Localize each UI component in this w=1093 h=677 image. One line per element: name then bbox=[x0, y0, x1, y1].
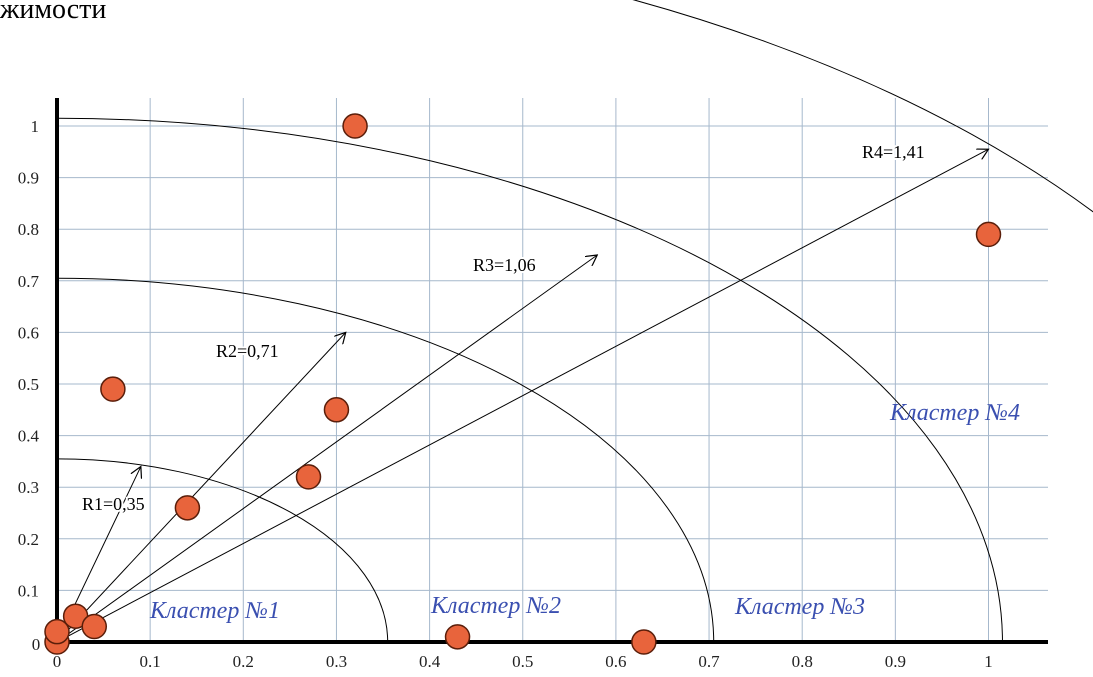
radius-arc-4 bbox=[632, 0, 1093, 213]
data-point-12 bbox=[975, 221, 1002, 248]
radius-arcs bbox=[56, 0, 1093, 642]
radius-label-4: R4=1,41 bbox=[862, 142, 925, 162]
x-tick-label-0: 0 bbox=[53, 652, 62, 671]
radius-arc-3 bbox=[56, 117, 1003, 642]
x-tick-label-2: 0.2 bbox=[233, 652, 254, 671]
y-tick-label-3: 0.3 bbox=[18, 478, 39, 497]
data-points bbox=[44, 113, 1002, 655]
data-point-5 bbox=[100, 376, 126, 402]
data-point-9 bbox=[342, 113, 368, 139]
data-point-4 bbox=[81, 613, 108, 640]
cluster-label-4: Кластер №4 bbox=[889, 400, 1020, 426]
x-tick-label-8: 0.8 bbox=[792, 652, 813, 671]
x-tick-label-10: 1 bbox=[984, 652, 993, 671]
x-tick-label-3: 0.3 bbox=[326, 652, 347, 671]
x-tick-label-9: 0.9 bbox=[885, 652, 906, 671]
x-tick-label-4: 0.4 bbox=[419, 652, 441, 671]
x-tick-label-5: 0.5 bbox=[512, 652, 533, 671]
radius-arrow-3 bbox=[56, 255, 597, 643]
y-tick-label-4: 0.4 bbox=[18, 427, 40, 446]
cluster-label-2: Кластер №2 bbox=[430, 593, 561, 619]
data-point-7 bbox=[295, 464, 322, 490]
data-point-11 bbox=[631, 629, 657, 655]
y-tick-label-7: 0.7 bbox=[18, 272, 40, 291]
y-tick-label-6: 0.6 bbox=[18, 323, 39, 342]
y-tick-label-0: 0 bbox=[32, 635, 41, 654]
x-tick-label-6: 0.6 bbox=[605, 652, 626, 671]
data-point-2 bbox=[44, 618, 70, 645]
radius-arrow-2 bbox=[56, 332, 346, 643]
y-tick-label-5: 0.5 bbox=[18, 375, 39, 394]
data-point-8 bbox=[323, 397, 350, 423]
annotations: R1=0,35 R2=0,71 R3=1,06 R4=1,41 Кластер №1 Кл… bbox=[80, 140, 1020, 624]
cluster-label-1: Кластер №1 bbox=[149, 598, 280, 624]
grid-lines bbox=[57, 98, 1048, 642]
x-tick-label-1: 0.1 bbox=[140, 652, 161, 671]
y-tick-label-8: 0.8 bbox=[18, 220, 39, 239]
y-tick-label-10: 1 bbox=[31, 117, 40, 136]
radius-label-2: R2=0,71 bbox=[216, 341, 279, 361]
radius-arrow-4 bbox=[56, 149, 989, 643]
axes bbox=[55, 98, 1048, 644]
data-point-10 bbox=[444, 624, 471, 650]
radius-label-1: R1=0,35 bbox=[82, 494, 145, 514]
tick-labels: 0 0.1 0.2 0.3 0.4 0.5 0.6 0.7 0.8 0.9 1 0 0.1 0.2 0.3 0… bbox=[18, 117, 993, 671]
radius-arc-1 bbox=[56, 458, 389, 642]
y-tick-label-1: 0.1 bbox=[18, 581, 39, 600]
radius-label-3: R3=1,06 bbox=[473, 255, 536, 275]
y-tick-label-9: 0.9 bbox=[18, 169, 39, 188]
page-heading-fragment: жимости bbox=[0, 0, 107, 25]
y-tick-label-2: 0.2 bbox=[18, 530, 39, 549]
x-tick-label-7: 0.7 bbox=[698, 652, 720, 671]
data-point-6 bbox=[174, 495, 201, 521]
radius-arc-2 bbox=[56, 277, 715, 642]
cluster-label-3: Кластер №3 bbox=[734, 594, 865, 620]
